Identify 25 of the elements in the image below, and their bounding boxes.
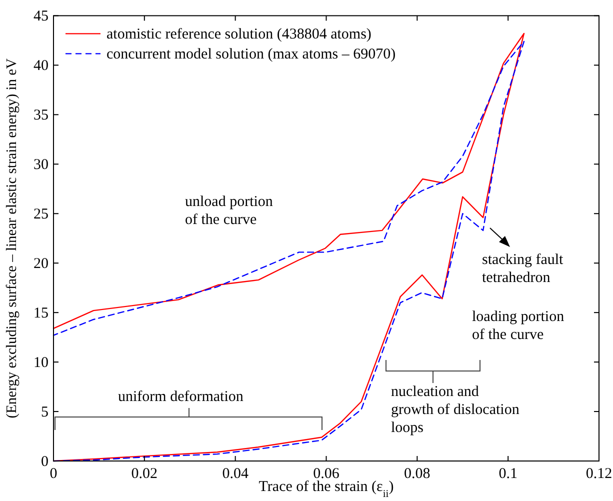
annotation: unload portion of the curve — [185, 194, 274, 228]
y-tick-label: 40 — [34, 58, 48, 74]
annotation: uniform deformation — [118, 389, 244, 405]
y-tick-label: 10 — [34, 355, 48, 372]
x-tick-label: 0.08 — [404, 466, 430, 482]
x-tick-label: 0.02 — [131, 466, 158, 482]
y-axis-title: (Energy excluding surface – linear elastic strain energy) in eV — [4, 58, 20, 418]
y-tick-label: 35 — [34, 108, 48, 124]
y-tick-label: 45 — [34, 8, 48, 25]
legend-label: atomistic reference solution (438804 atoms) — [106, 26, 372, 43]
x-axis-title: Trace of the strain (ε$_{ii}$) — [258, 479, 394, 500]
x-tick-label: 0.06 — [313, 466, 340, 482]
y-tick-label: 20 — [34, 256, 48, 272]
annotation: stacking fault tetrahedron — [482, 252, 564, 286]
x-tick-label: 0.04 — [222, 466, 249, 482]
annotation: nucleation and growth of dislocation loops — [391, 384, 520, 436]
x-tick-label: 0.12 — [586, 466, 612, 482]
annotation: loading portion of the curve — [472, 309, 565, 343]
x-tick-label: 0.1 — [498, 466, 518, 482]
y-tick-label: 25 — [34, 206, 48, 223]
legend-label: concurrent model solution (max atoms – 69070) — [106, 46, 396, 63]
y-tick-label: 15 — [34, 306, 48, 322]
y-tick-label: 30 — [34, 157, 48, 174]
y-tick-label: 5 — [41, 404, 48, 421]
y-tick-label: 0 — [41, 454, 48, 470]
